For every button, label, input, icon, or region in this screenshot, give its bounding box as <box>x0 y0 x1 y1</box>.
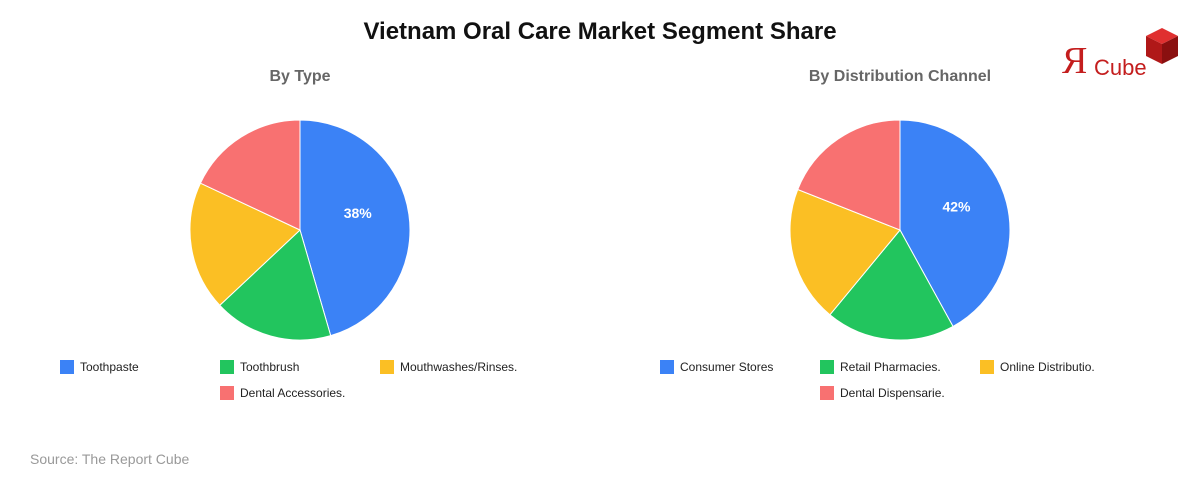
report-cube-logo: Я Cube <box>1060 26 1180 86</box>
legend-label: Retail Pharmacies. <box>840 360 941 374</box>
legend-item: Online Distributio. <box>980 360 1095 374</box>
legend-swatch <box>820 360 834 374</box>
pie-subtitle: By Type <box>269 68 331 85</box>
legend-swatch <box>220 386 234 400</box>
legend-label: Mouthwashes/Rinses. <box>400 360 518 374</box>
legend-label: Dental Dispensarie. <box>840 386 945 400</box>
legend-item: Mouthwashes/Rinses. <box>380 360 517 374</box>
legend-label: Online Distributio. <box>1000 360 1095 374</box>
legend-swatch <box>980 360 994 374</box>
pie-slice <box>899 119 1011 328</box>
logo-text: Cube <box>1094 55 1147 80</box>
pie-slice <box>189 182 301 307</box>
legend-item: Consumer Stores <box>660 360 773 374</box>
pie-chart-by-channel: 42% <box>789 119 1011 341</box>
pie-subtitle: By Distribution Channel <box>808 68 992 85</box>
legend-swatch <box>660 360 674 374</box>
legend-item: Dental Dispensarie. <box>820 386 945 400</box>
legend-item: Dental Accessories. <box>220 386 345 400</box>
pie-slice <box>199 119 301 231</box>
legend-label: Toothbrush <box>240 360 300 374</box>
pie-slice <box>829 229 954 341</box>
legend-label: Dental Accessories. <box>240 386 346 400</box>
legend-swatch <box>60 360 74 374</box>
pie-panel-by-channel: By Distribution Channel 42% Consumer Sto… <box>600 60 1200 430</box>
legend-swatch <box>820 386 834 400</box>
pie-slice <box>797 119 901 231</box>
legend-swatch <box>380 360 394 374</box>
chart-title: Vietnam Oral Care Market Segment Share <box>363 18 837 45</box>
cube-icon <box>1146 28 1178 64</box>
pie-slice <box>789 188 901 316</box>
pie-slice <box>219 229 332 341</box>
slice-data-label: 42% <box>942 199 971 215</box>
slice-data-label: 38% <box>344 205 373 221</box>
pie-slice <box>299 119 411 337</box>
legend-item: Toothbrush <box>220 360 299 374</box>
logo-mark: Я <box>1062 40 1088 82</box>
pie-panel-by-type: By Type 38% Toothpaste Toothbrush Mouthwas… <box>0 60 600 430</box>
legend-item: Retail Pharmacies. <box>820 360 941 374</box>
legend-swatch <box>220 360 234 374</box>
legend-label: Toothpaste <box>80 360 139 374</box>
legend-label: Consumer Stores <box>680 360 774 374</box>
pie-chart-by-type: 38% <box>189 119 411 341</box>
source-note: Source: The Report Cube <box>30 451 190 467</box>
legend-item: Toothpaste <box>60 360 139 374</box>
